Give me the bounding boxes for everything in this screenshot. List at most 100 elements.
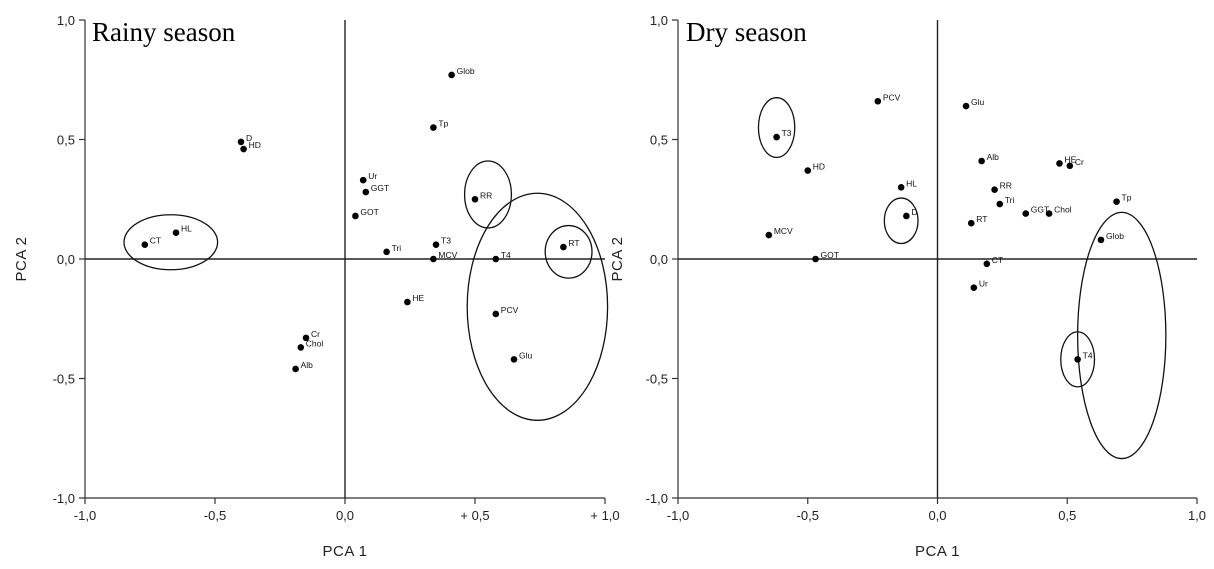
point-label: RT bbox=[568, 238, 579, 248]
y-tick-label: -0,5 bbox=[53, 372, 75, 387]
point-label: T4 bbox=[501, 250, 511, 260]
point-label: RT bbox=[976, 214, 987, 224]
data-point-hd bbox=[240, 145, 247, 153]
point-label: Glob bbox=[1106, 231, 1124, 241]
point-label: HE bbox=[412, 293, 424, 303]
point-label: MCV bbox=[438, 250, 457, 260]
data-point-he bbox=[404, 298, 411, 306]
point-label: T3 bbox=[782, 128, 792, 138]
data-point-mcv bbox=[430, 255, 437, 263]
point-label: Alb bbox=[301, 360, 314, 370]
point-label: T3 bbox=[441, 236, 451, 246]
point-label: Tri bbox=[1005, 195, 1015, 205]
point-label: D bbox=[246, 133, 252, 143]
x-tick-label: 0,5 bbox=[1058, 508, 1076, 523]
point-label: HD bbox=[249, 140, 261, 150]
x-tick-label: -0,5 bbox=[204, 508, 226, 523]
point-label: HL bbox=[906, 178, 917, 188]
data-point-ur bbox=[970, 284, 978, 291]
data-point-ggt bbox=[362, 188, 370, 196]
x-tick-label: -0,5 bbox=[797, 508, 819, 523]
data-point-pcv bbox=[874, 97, 882, 105]
data-point-got bbox=[352, 212, 359, 220]
point-label: Cr bbox=[1075, 157, 1084, 167]
point-label: GOT bbox=[821, 250, 839, 260]
data-point-mcv bbox=[765, 231, 773, 239]
y-axis-label: PCA 2 bbox=[13, 236, 30, 281]
panel-title: Rainy season bbox=[92, 17, 236, 47]
data-point-alb bbox=[978, 157, 985, 165]
grouping-ellipse bbox=[123, 214, 219, 271]
data-point-he bbox=[1056, 160, 1063, 167]
point-label: HD bbox=[813, 162, 825, 172]
data-point-hl bbox=[172, 229, 180, 237]
grouping-ellipse bbox=[466, 192, 609, 421]
data-point-alb bbox=[292, 365, 299, 373]
point-label: Glu bbox=[971, 97, 985, 107]
data-point-t4 bbox=[492, 255, 500, 263]
y-tick-label: 1,0 bbox=[650, 13, 668, 28]
data-point-rt bbox=[967, 219, 975, 227]
data-point-t4 bbox=[1074, 356, 1081, 363]
point-label: Tp bbox=[438, 119, 448, 129]
point-label: PCV bbox=[883, 92, 901, 102]
data-point-tri bbox=[383, 248, 390, 256]
point-label: GOT bbox=[360, 207, 378, 217]
grouping-ellipse bbox=[544, 224, 593, 279]
x-tick-label: -1,0 bbox=[74, 508, 96, 523]
data-point-ur bbox=[359, 176, 367, 184]
y-axis-label: PCA 2 bbox=[609, 236, 626, 281]
data-point-glob bbox=[448, 71, 455, 79]
grouping-ellipse bbox=[883, 197, 919, 245]
point-label: Tp bbox=[1122, 193, 1132, 203]
point-label: HE bbox=[1064, 154, 1076, 164]
data-point-pcv bbox=[492, 310, 500, 318]
point-label: CT bbox=[150, 236, 161, 246]
grouping-ellipse bbox=[463, 160, 513, 229]
x-tick-label: + 0,5 bbox=[460, 508, 489, 523]
point-label: Glu bbox=[519, 350, 533, 360]
point-label: MCV bbox=[774, 226, 793, 236]
y-tick-label: -1,0 bbox=[53, 491, 75, 506]
point-label: Glob bbox=[457, 66, 475, 76]
data-point-cr bbox=[1066, 162, 1074, 170]
data-point-glu bbox=[962, 102, 970, 110]
y-tick-label: 0,5 bbox=[57, 133, 75, 148]
x-axis-label: PCA 1 bbox=[915, 543, 960, 560]
point-label: RR bbox=[480, 190, 492, 200]
point-label: HL bbox=[181, 224, 192, 234]
data-point-rt bbox=[560, 243, 567, 251]
data-point-t3 bbox=[773, 133, 780, 141]
point-label: PCV bbox=[501, 305, 519, 315]
point-label: CT bbox=[992, 255, 1003, 265]
data-point-chol bbox=[1045, 210, 1053, 217]
data-point-chol bbox=[297, 344, 305, 351]
panel-dry: -1,0 1,0 -0,5 0,5 0,0 0,0 0,5 -0,5 1,0 -1,0 PCA 1 P… bbox=[609, 13, 1206, 560]
point-label: Chol bbox=[306, 338, 324, 348]
y-tick-label: -0,5 bbox=[646, 372, 668, 387]
data-point-hl bbox=[897, 184, 905, 191]
x-axis-label: PCA 1 bbox=[322, 543, 367, 560]
y-tick-label: 1,0 bbox=[57, 13, 75, 28]
y-tick-label: 0,5 bbox=[650, 133, 668, 148]
data-point-t3 bbox=[432, 241, 440, 248]
point-label: Ur bbox=[979, 279, 988, 289]
data-point-cr bbox=[302, 334, 310, 342]
point-label: Cr bbox=[311, 329, 320, 339]
data-point-got bbox=[812, 255, 819, 263]
y-tick-label: 0,0 bbox=[57, 252, 75, 267]
point-label: T4 bbox=[1083, 350, 1093, 360]
x-tick-label: + 1,0 bbox=[590, 508, 619, 523]
x-tick-label: 1,0 bbox=[1188, 508, 1206, 523]
panel-rainy: -1,0 1,0 -0,5 0,5 0,0 0,0 + 0,5 -0,5 + 1,0 -1,0 PC… bbox=[13, 13, 620, 560]
point-label: RR bbox=[1000, 181, 1012, 191]
data-point-d bbox=[903, 212, 910, 220]
point-label: Alb bbox=[987, 152, 1000, 162]
panel-title: Dry season bbox=[686, 17, 807, 47]
point-label: D bbox=[911, 207, 917, 217]
point-label: GGT bbox=[371, 183, 389, 193]
point-label: Tri bbox=[392, 243, 402, 253]
data-point-rr bbox=[471, 195, 479, 203]
grouping-ellipse bbox=[757, 97, 796, 159]
